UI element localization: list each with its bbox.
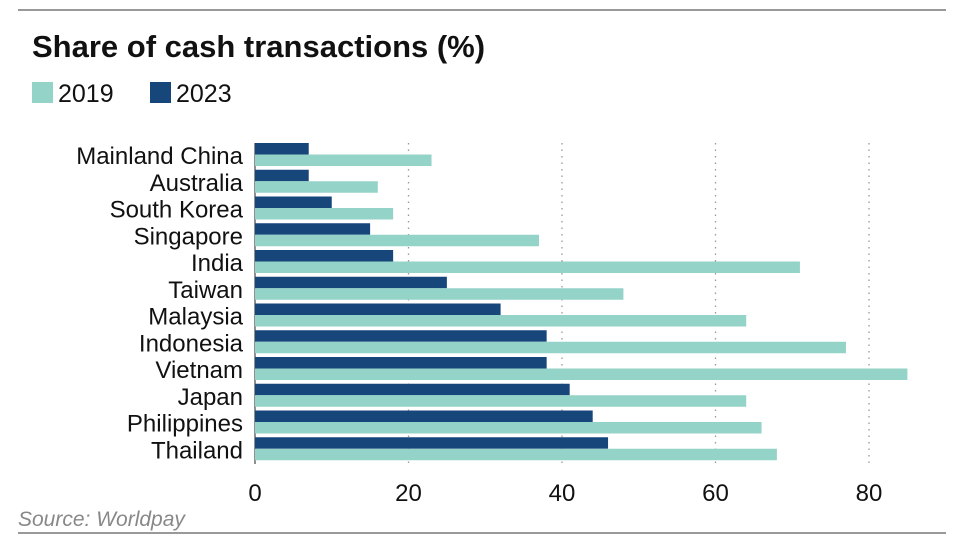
bar-2019 bbox=[255, 422, 762, 434]
category-label: Vietnam bbox=[155, 357, 243, 384]
bar-2023 bbox=[255, 437, 609, 449]
bar-2023 bbox=[255, 196, 332, 208]
legend-swatch-2019 bbox=[32, 82, 53, 103]
bar-2023 bbox=[255, 250, 394, 262]
bar-2023 bbox=[255, 330, 547, 342]
category-label: Singapore bbox=[134, 223, 243, 250]
category-label: Taiwan bbox=[168, 277, 243, 304]
bar-2023 bbox=[255, 357, 547, 369]
bar-2023 bbox=[255, 143, 309, 155]
bar-2019 bbox=[255, 261, 800, 273]
x-tick-label: 0 bbox=[248, 480, 261, 507]
category-label: Malaysia bbox=[148, 304, 243, 331]
bar-2023 bbox=[255, 169, 309, 182]
x-tick-label: 80 bbox=[856, 480, 883, 507]
bar-2023 bbox=[255, 410, 593, 422]
bar-2019 bbox=[255, 368, 908, 380]
bar-2019 bbox=[255, 154, 432, 166]
category-label: Philippines bbox=[127, 411, 243, 438]
category-label: Thailand bbox=[151, 437, 243, 464]
bar-2019 bbox=[255, 234, 539, 247]
category-label: South Korea bbox=[110, 197, 244, 224]
bar-2023 bbox=[255, 383, 570, 396]
bar-2019 bbox=[255, 181, 378, 193]
category-label: Indonesia bbox=[139, 330, 244, 357]
category-label: India bbox=[191, 250, 244, 277]
legend-label-2019: 2019 bbox=[58, 80, 114, 108]
x-tick-label: 60 bbox=[702, 480, 729, 507]
source-note: Source: Worldpay bbox=[18, 508, 186, 531]
chart-title: Share of cash transactions (%) bbox=[32, 29, 485, 64]
bar-2019 bbox=[255, 208, 394, 220]
x-tick-label: 40 bbox=[549, 480, 576, 507]
category-label: Mainland China bbox=[76, 143, 243, 170]
bar-2019 bbox=[255, 448, 777, 461]
category-label: Japan bbox=[178, 384, 243, 411]
bar-2019 bbox=[255, 315, 747, 327]
bar-2023 bbox=[255, 223, 371, 235]
x-tick-label: 20 bbox=[395, 480, 422, 507]
legend-swatch-2023 bbox=[150, 82, 171, 103]
bar-2023 bbox=[255, 276, 447, 289]
bar-2019 bbox=[255, 288, 624, 300]
bar-2019 bbox=[255, 395, 747, 407]
bar-2019 bbox=[255, 341, 846, 354]
legend-label-2023: 2023 bbox=[176, 80, 232, 108]
category-label: Australia bbox=[150, 170, 244, 197]
bar-2023 bbox=[255, 303, 501, 315]
